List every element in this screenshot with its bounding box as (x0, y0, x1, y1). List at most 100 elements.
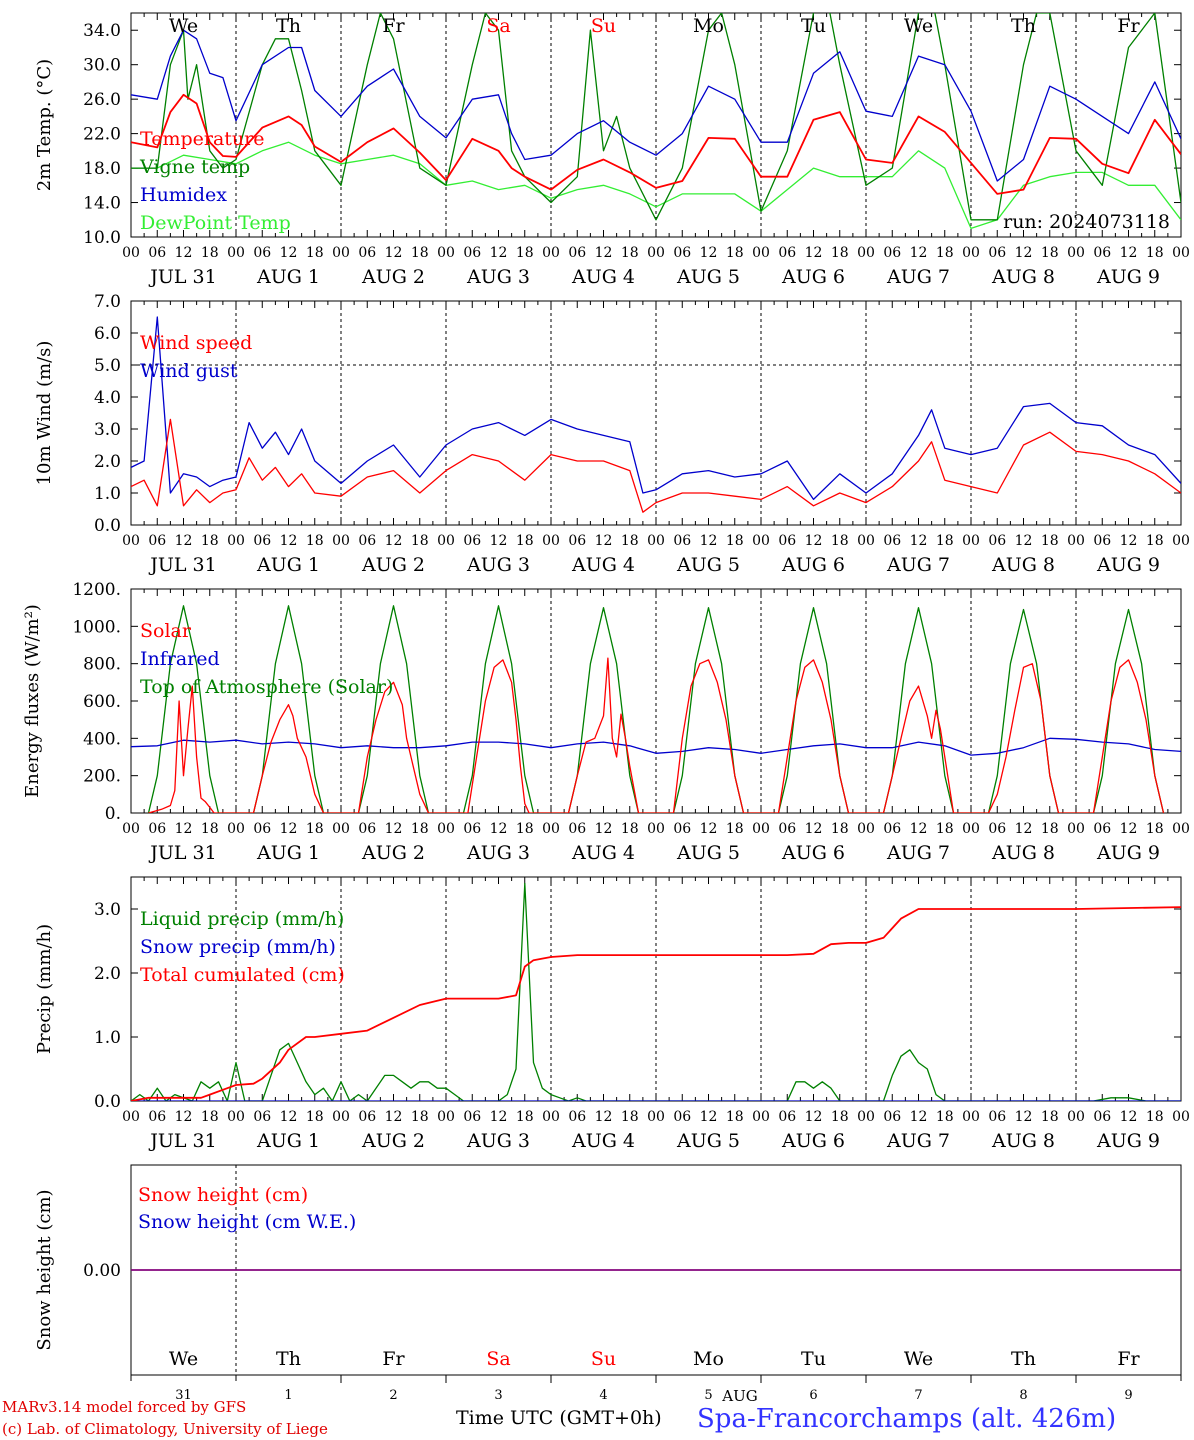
y-axis-title: 10m Wind (34, 387, 55, 485)
hour-label: 00 (437, 1109, 455, 1125)
y-tick-label: 5.0 (94, 356, 121, 376)
hour-label: 06 (253, 533, 271, 549)
hour-label: 12 (385, 533, 403, 549)
hour-label: 00 (752, 245, 770, 261)
date-label: AUG 5 (676, 842, 740, 864)
hour-label: 06 (568, 533, 586, 549)
hour-label: 06 (883, 821, 901, 837)
hour-label: 12 (175, 245, 193, 261)
date-label: AUG 6 (781, 842, 845, 864)
hour-label: 18 (1146, 533, 1164, 549)
legend-item: Temperature (140, 128, 264, 150)
hour-label: 00 (1067, 245, 1085, 261)
day-name: Tu (801, 1348, 826, 1370)
day-name: We (904, 1348, 933, 1370)
y-tick-label: 6.0 (94, 324, 121, 344)
hour-label: 06 (463, 245, 481, 261)
hour-label: 00 (542, 245, 560, 261)
hour-label: 18 (831, 245, 849, 261)
hour-label: 18 (936, 533, 954, 549)
hour-label: 12 (175, 1109, 193, 1125)
day-name: Th (276, 15, 301, 37)
hour-label: 06 (1093, 533, 1111, 549)
hour-label: 18 (306, 533, 324, 549)
day-name: Mo (693, 15, 724, 37)
temperature-line (131, 93, 1181, 195)
hour-label: 12 (385, 1109, 403, 1125)
day-number: 2 (389, 1388, 397, 1403)
day-name: Th (276, 1348, 301, 1370)
date-label: AUG 9 (1096, 1130, 1160, 1152)
temperature-panel: 10.0 14.0 18.0 22.0 26.0 30.0 34.0 2m Temp. (°C… (34, 12, 1190, 288)
y-axis-unit: (°C) (34, 59, 55, 96)
date-label: AUG 4 (571, 842, 635, 864)
date-label: AUG 7 (886, 554, 950, 576)
hour-label: 12 (490, 821, 508, 837)
hour-label: 12 (595, 245, 613, 261)
date-label: AUG 1 (256, 266, 320, 288)
day-number: 6 (809, 1388, 817, 1403)
hour-label: 06 (673, 1109, 691, 1125)
liquid-precip-mm-h-line (131, 882, 1181, 1101)
y-tick-label: 1000. (72, 617, 121, 637)
hour-label: 18 (831, 533, 849, 549)
hour-label: 18 (936, 245, 954, 261)
legend-item: Snow precip (mm/h) (140, 936, 336, 958)
date-label: AUG 3 (466, 554, 530, 576)
hour-label: 06 (358, 533, 376, 549)
y-tick-label: 3.0 (94, 420, 121, 440)
date-label: AUG 7 (886, 842, 950, 864)
date-label: AUG 9 (1096, 842, 1160, 864)
hour-label: 06 (673, 245, 691, 261)
hour-label: 00 (1172, 245, 1190, 261)
hour-label: 00 (542, 533, 560, 549)
y-tick-label: 400. (83, 729, 121, 749)
dewpoint-temp-line (131, 141, 1181, 230)
legend-item: Vigne temp (139, 156, 250, 178)
y-tick-label: 30.0 (83, 56, 121, 76)
hour-label: 06 (463, 821, 481, 837)
hour-label: 06 (148, 1109, 166, 1125)
y-axis-unit: (W/m²) (22, 604, 43, 667)
hour-label: 12 (175, 821, 193, 837)
hour-label: 12 (385, 245, 403, 261)
hour-label: 00 (437, 533, 455, 549)
hour-label: 00 (647, 245, 665, 261)
hour-label: 00 (962, 821, 980, 837)
hour-label: 12 (805, 1109, 823, 1125)
y-tick-label: 2.0 (94, 452, 121, 472)
day-name: We (904, 15, 933, 37)
hour-label: 18 (516, 245, 534, 261)
date-label: JUL 31 (148, 554, 216, 576)
day-name: We (169, 1348, 198, 1370)
date-label: AUG 2 (361, 842, 425, 864)
hour-label: 06 (988, 245, 1006, 261)
hour-label: 12 (805, 821, 823, 837)
date-label: AUG 3 (466, 842, 530, 864)
hour-label: 00 (962, 245, 980, 261)
date-label: AUG 7 (886, 1130, 950, 1152)
date-label: AUG 8 (991, 554, 1055, 576)
hour-label: 12 (1120, 1109, 1138, 1125)
date-label: AUG 9 (1096, 554, 1160, 576)
hour-label: 06 (988, 1109, 1006, 1125)
day-number: 5 (704, 1388, 712, 1403)
hour-label: 18 (516, 533, 534, 549)
hour-label: 18 (936, 1109, 954, 1125)
hour-label: 00 (962, 533, 980, 549)
hour-label: 00 (332, 245, 350, 261)
hour-label: 00 (227, 821, 245, 837)
hour-label: 12 (805, 245, 823, 261)
hour-label: 18 (516, 1109, 534, 1125)
hour-label: 12 (1015, 245, 1033, 261)
legend-item: Humidex (140, 184, 227, 206)
hour-label: 12 (1120, 533, 1138, 549)
vigne-temp-line (131, 13, 1181, 221)
hour-label: 18 (306, 1109, 324, 1125)
hour-label: 18 (201, 533, 219, 549)
hour-label: 00 (647, 533, 665, 549)
hour-label: 12 (1120, 245, 1138, 261)
station-title: Spa-Francorchamps (alt. 426m) (697, 1404, 1116, 1434)
hour-label: 18 (1146, 1109, 1164, 1125)
date-label: AUG 4 (571, 266, 635, 288)
